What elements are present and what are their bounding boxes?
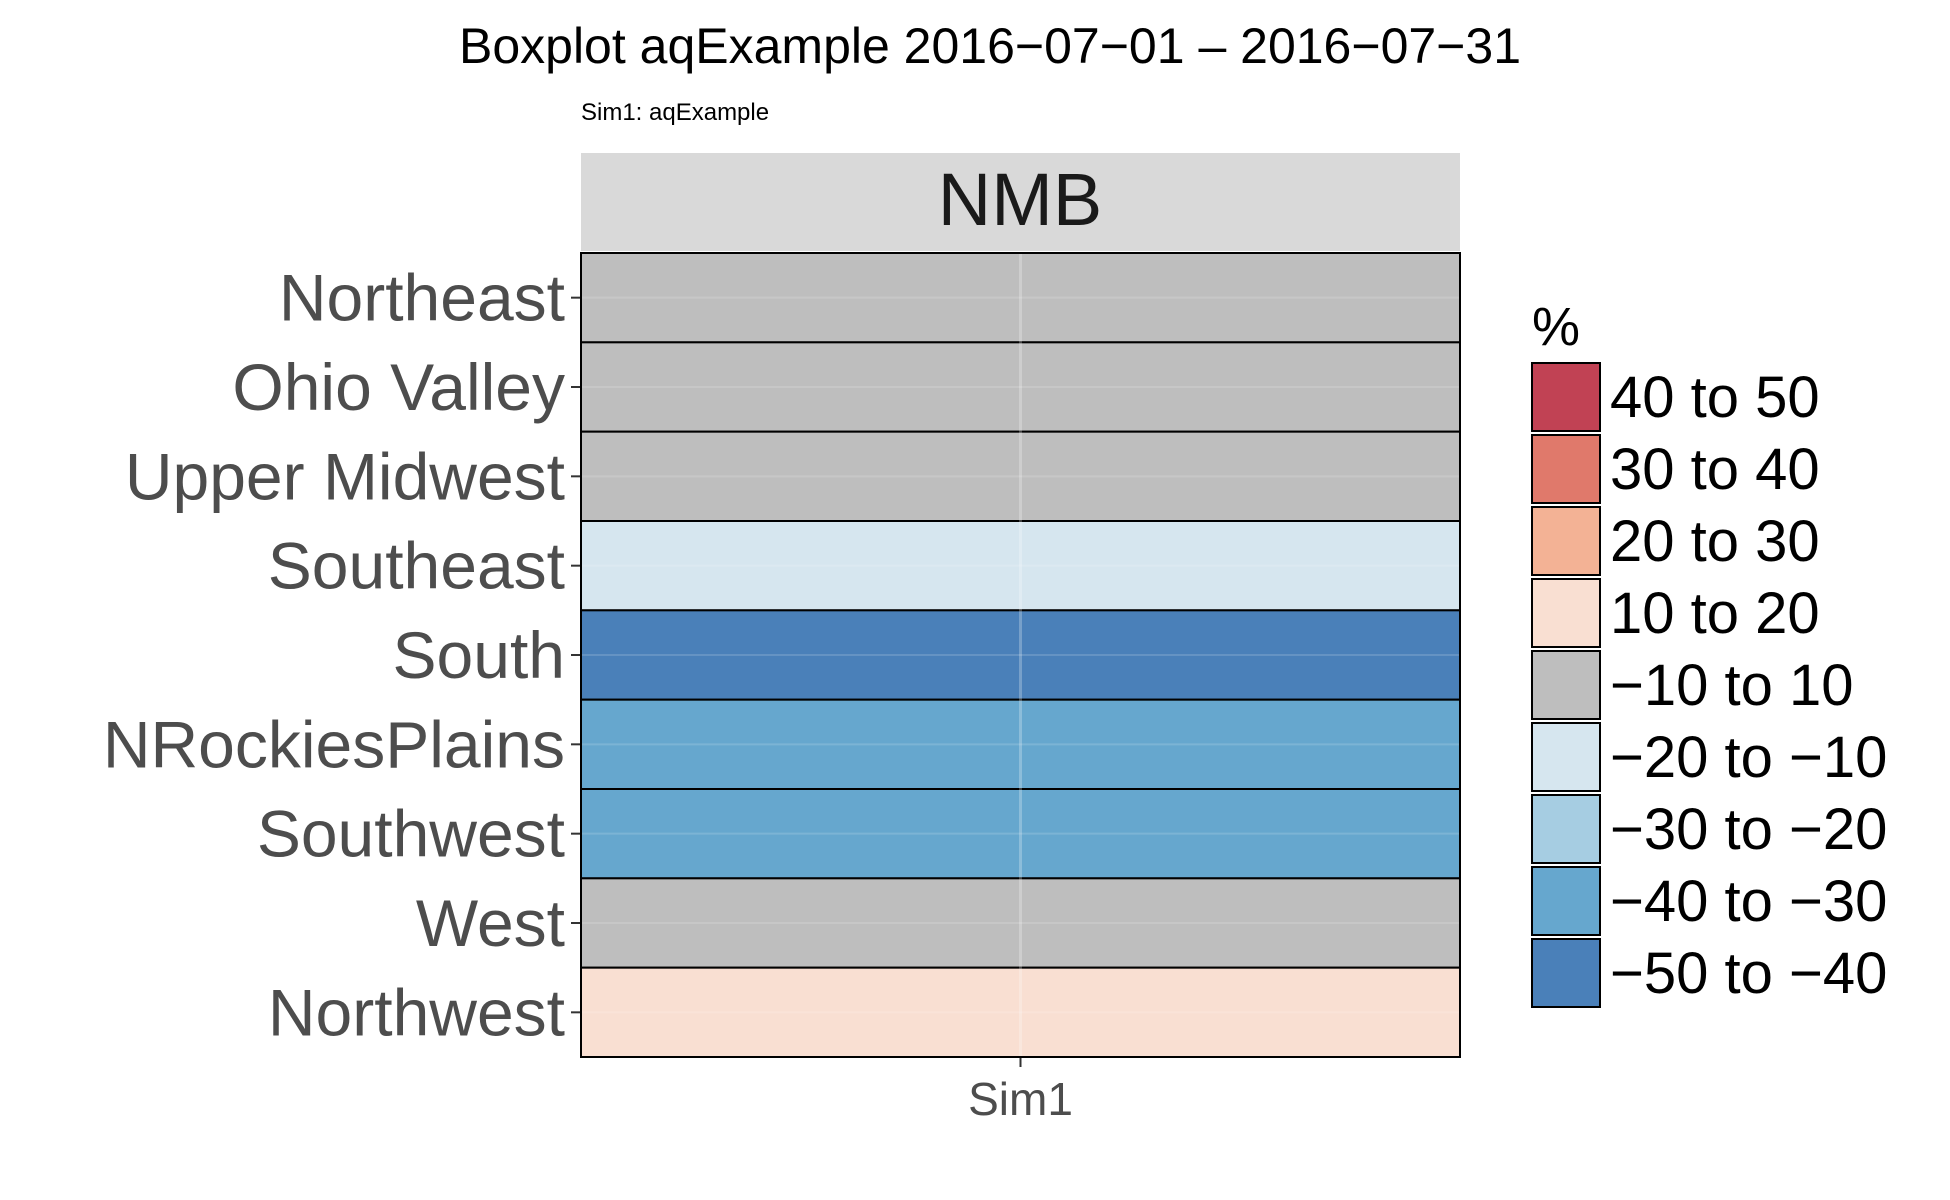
cell-northeast bbox=[580, 252, 1461, 344]
y-tick-label: Southwest bbox=[257, 797, 565, 871]
facet-strip bbox=[581, 153, 1460, 251]
y-axis-labels: Northeast Ohio Valley Upper Midwest Southea… bbox=[103, 261, 581, 1049]
chart-title: Boxplot aqExample 2016−07−01 – 2016−07−3… bbox=[459, 18, 1521, 74]
legend-swatch bbox=[1531, 434, 1601, 504]
legend-swatch bbox=[1531, 506, 1601, 576]
legend-swatch bbox=[1531, 650, 1601, 720]
legend-label: 10 to 20 bbox=[1610, 581, 1820, 646]
heatmap-cells bbox=[580, 252, 1461, 1059]
x-tick-label: Sim1 bbox=[968, 1073, 1073, 1125]
legend-label: −10 to 10 bbox=[1610, 653, 1854, 718]
y-tick-label: Upper Midwest bbox=[125, 439, 565, 513]
legend-label: −40 to −30 bbox=[1610, 869, 1887, 934]
legend-swatch bbox=[1531, 794, 1601, 864]
y-tick-label: Southeast bbox=[268, 529, 565, 603]
chart-subtitle: Sim1: aqExample bbox=[581, 99, 769, 126]
legend-swatch bbox=[1531, 578, 1601, 648]
x-axis-labels: Sim1 bbox=[968, 1057, 1073, 1125]
legend-label: 40 to 50 bbox=[1610, 365, 1820, 430]
legend-title: % bbox=[1532, 297, 1580, 357]
y-tick-label: Ohio Valley bbox=[232, 350, 565, 424]
y-tick-label: NRockiesPlains bbox=[103, 707, 565, 781]
y-tick-label: Northwest bbox=[268, 975, 565, 1049]
legend-label: −50 to −40 bbox=[1610, 941, 1887, 1006]
y-tick-label: Northeast bbox=[279, 261, 565, 335]
legend-label: 30 to 40 bbox=[1610, 437, 1820, 502]
legend-swatch bbox=[1531, 722, 1601, 792]
legend-swatch bbox=[1531, 362, 1601, 432]
y-tick-label: West bbox=[416, 886, 565, 960]
legend-swatch bbox=[1531, 866, 1601, 936]
facet-label: NMB bbox=[938, 158, 1102, 241]
panel-border bbox=[580, 252, 1461, 1058]
grid-lines bbox=[581, 253, 1460, 1057]
legend-label: −30 to −20 bbox=[1610, 797, 1887, 862]
cell-ohio-valley bbox=[580, 341, 1461, 433]
cell-southwest bbox=[580, 788, 1461, 880]
legend-label: −20 to −10 bbox=[1610, 725, 1887, 790]
cell-upper-midwest bbox=[580, 430, 1461, 522]
legend-swatch bbox=[1531, 938, 1601, 1008]
y-tick-label: South bbox=[393, 618, 565, 692]
legend-label: 20 to 30 bbox=[1610, 509, 1820, 574]
legend: 40 to 50 30 to 40 20 to 30 10 to 20 −10 to 1… bbox=[1531, 362, 1887, 1008]
